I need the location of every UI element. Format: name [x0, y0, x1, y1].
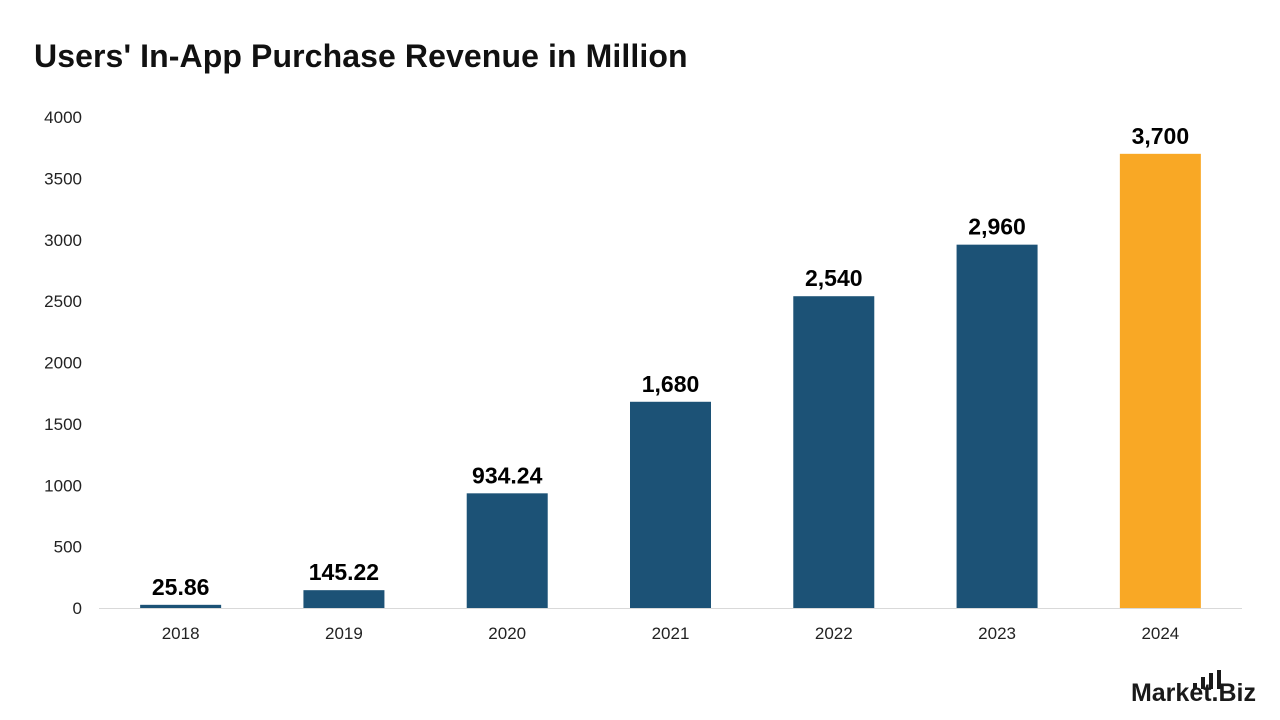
x-tick-label: 2024: [1141, 624, 1179, 643]
x-tick-label: 2022: [815, 624, 853, 643]
y-tick-label: 1500: [44, 415, 82, 434]
x-tick-label: 2020: [488, 624, 526, 643]
bar: [956, 244, 1038, 608]
y-tick-label: 3500: [44, 169, 82, 188]
y-tick-label: 2500: [44, 292, 82, 311]
x-tick-label: 2023: [978, 624, 1016, 643]
bar: [630, 401, 711, 608]
x-tick-label: 2018: [162, 624, 200, 643]
data-label: 3,700: [1132, 123, 1190, 149]
y-tick-label: 1000: [44, 476, 82, 495]
data-label: 2,540: [805, 265, 863, 291]
data-label: 1,680: [642, 371, 700, 397]
y-tick-label: 2000: [44, 354, 82, 373]
y-tick-label: 3000: [44, 231, 82, 250]
y-tick-label: 4000: [44, 108, 82, 127]
bar: [793, 296, 875, 608]
y-tick-label: 0: [73, 599, 82, 618]
logo-signal-bar: [1209, 673, 1213, 689]
logo-signal-bar: [1201, 677, 1205, 689]
bar: [1119, 153, 1201, 608]
data-label: 2,960: [968, 214, 1026, 240]
chart-title: Users' In-App Purchase Revenue in Millio…: [34, 38, 688, 74]
y-tick-label: 500: [54, 538, 82, 557]
bar: [303, 590, 385, 608]
logo-signal-bar: [1193, 683, 1197, 689]
x-tick-label: 2021: [652, 624, 690, 643]
bar: [466, 493, 548, 608]
data-label: 25.86: [152, 574, 210, 600]
brand-logo: Market.Biz: [1130, 679, 1256, 707]
bar: [140, 604, 222, 608]
x-tick-label: 2019: [325, 624, 363, 643]
data-label: 145.22: [309, 559, 379, 585]
data-label: 934.24: [472, 462, 543, 488]
logo-signal-bar: [1217, 670, 1221, 689]
